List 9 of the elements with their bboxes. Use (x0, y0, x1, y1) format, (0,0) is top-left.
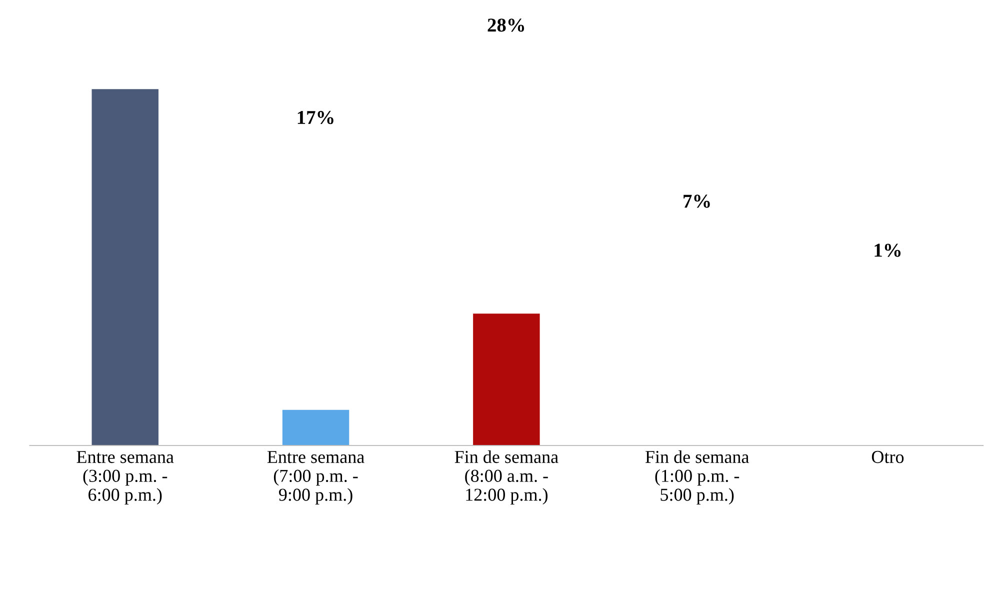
text: 28% (488, 18, 524, 32)
x-tick-label: Fin de semana (8:00 a.m. - 12:00 p.m.) (454, 450, 558, 504)
annotation: 17% (298, 110, 334, 124)
x-tick-label: Entre semana (7:00 p.m. - 9:00 p.m.) (267, 451, 364, 504)
annotation: 7% (684, 194, 710, 208)
annotation: 1% (874, 244, 900, 257)
x-tick-label: Fin de semana (1:00 p.m. - 5:00 p.m.) (645, 450, 749, 504)
x-tick-label: Entre semana (3:00 p.m. - 6:00 p.m.) (76, 451, 174, 504)
x-tick-label: Otro (872, 450, 904, 464)
